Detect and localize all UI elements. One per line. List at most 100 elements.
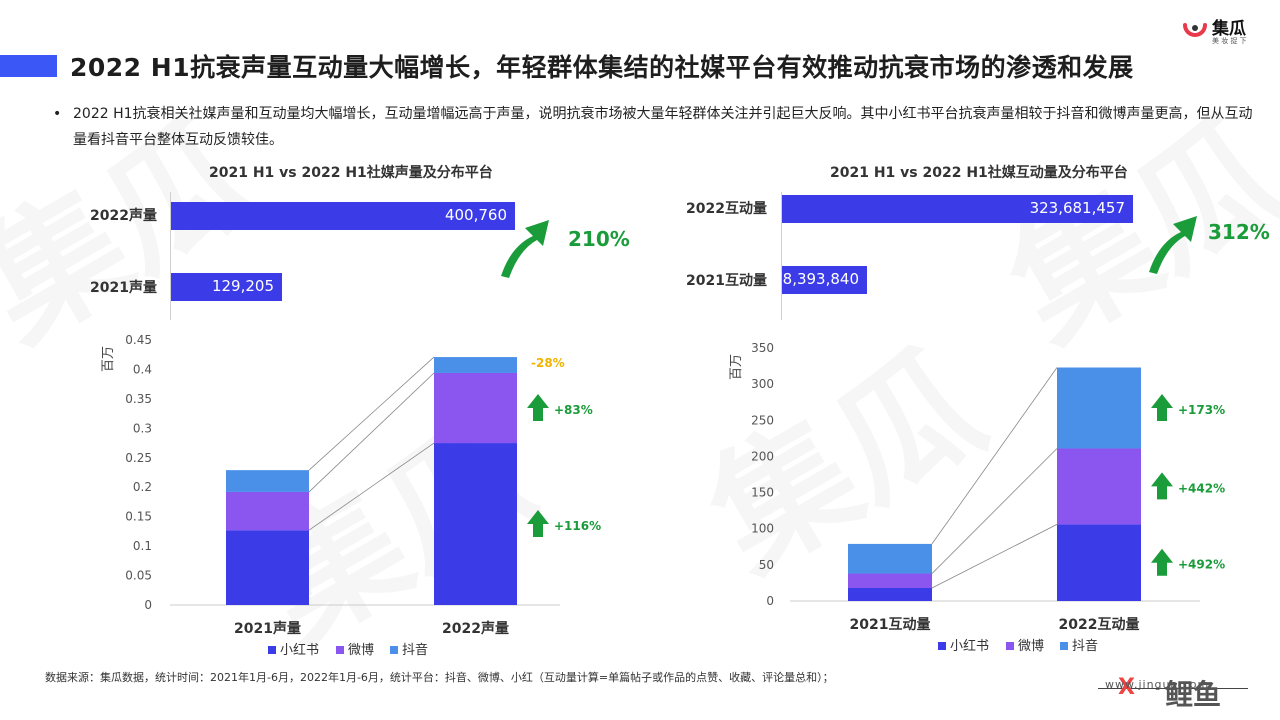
y-tick-label: 0.3 xyxy=(133,421,152,435)
change-label: +492% xyxy=(1178,558,1225,572)
site-logo-x-icon: X xyxy=(1118,675,1135,700)
bar-value: 400,760 xyxy=(444,206,507,224)
bar-segment xyxy=(226,530,309,605)
up-arrow-icon xyxy=(527,394,549,422)
logo-icon xyxy=(1183,23,1207,37)
bar-value: 78,393,840 xyxy=(773,270,859,288)
bar-label-2022: 2022互动量 xyxy=(686,201,767,217)
x-category-label: 2021声量 xyxy=(234,620,301,637)
legend-label: 小红书 xyxy=(950,638,989,654)
legend-label: 抖音 xyxy=(402,642,428,658)
y-tick-label: 0.1 xyxy=(133,539,152,553)
chart-title-volume: 2021 H1 vs 2022 H1社媒声量及分布平台 xyxy=(209,165,493,181)
y-axis-unit: 百万 xyxy=(729,354,744,380)
stacked-chart-volume: 0 0.05 0.1 0.15 0.2 0.25 0.3 0.35 0.4 0.45 百万 2021声… xyxy=(101,333,601,658)
stacked-chart-interaction: 0 50 100 150 200 250 300 350 百万 2021互动量 2022互动量 +49… xyxy=(729,341,1225,654)
bar-segment xyxy=(848,543,932,574)
y-tick-label: 0.4 xyxy=(133,362,152,376)
bar-segment xyxy=(434,372,517,444)
up-arrow-icon xyxy=(527,510,549,538)
change-label: +116% xyxy=(554,519,601,533)
data-source-note: 数据来源：集瓜数据，统计时间：2021年1月-6月，2022年1月-6月，统计平… xyxy=(45,671,834,684)
y-tick-label: 350 xyxy=(751,341,774,355)
connector-line xyxy=(308,372,435,493)
growth-percent: 312% xyxy=(1208,220,1270,244)
bar-label-2021: 2021互动量 xyxy=(686,273,767,289)
up-arrow-icon xyxy=(1151,472,1173,500)
growth-percent: 210% xyxy=(568,227,630,251)
brand-logo: 集瓜 美 妆 捉 下 xyxy=(1182,14,1272,48)
change-label: -28% xyxy=(531,356,565,370)
bar-segment xyxy=(1057,524,1141,601)
bar-2021-volume: 129,205 xyxy=(171,273,282,301)
connector-line xyxy=(308,442,435,531)
x-category-label: 2021互动量 xyxy=(850,616,931,633)
up-arrow-icon xyxy=(1151,548,1173,576)
y-tick-label: 250 xyxy=(751,413,774,427)
bar-segment xyxy=(434,443,517,605)
axis-line xyxy=(170,192,171,320)
legend-swatch xyxy=(1006,642,1014,650)
bar-2021-interaction: 78,393,840 xyxy=(773,266,867,294)
legend-label: 小红书 xyxy=(280,642,319,658)
x-category-label: 2022互动量 xyxy=(1059,616,1140,633)
summary-text: 2022 H1抗衰相关社媒声量和互动量均大幅增长，互动量增幅远高于声量，说明抗衰… xyxy=(73,106,1253,148)
up-arrow-icon xyxy=(1151,393,1173,421)
y-tick-label: 300 xyxy=(751,377,774,391)
change-label: +442% xyxy=(1178,481,1225,495)
axis-line xyxy=(781,192,782,320)
bar-segment xyxy=(434,357,517,373)
y-tick-label: 0 xyxy=(766,594,774,608)
growth-arrow-icon xyxy=(1149,216,1197,274)
legend-label: 微博 xyxy=(348,643,374,658)
connector-line xyxy=(308,356,435,471)
summary-bullet: • 2022 H1抗衰相关社媒声量和互动量均大幅增长，互动量增幅远高于声量，说明… xyxy=(53,101,1263,153)
bar-segment xyxy=(848,573,932,588)
change-label: +83% xyxy=(554,403,593,417)
legend-swatch xyxy=(336,646,344,654)
site-url: www.jingua.com xyxy=(1105,678,1210,691)
chart-title-interaction: 2021 H1 vs 2022 H1社媒互动量及分布平台 xyxy=(830,165,1128,181)
title-accent-bar xyxy=(0,55,57,77)
legend-label: 抖音 xyxy=(1072,638,1098,654)
connector-line xyxy=(931,448,1058,574)
footer-divider xyxy=(1098,688,1248,689)
logo-subtitle: 美 妆 捉 下 xyxy=(1212,37,1247,45)
bar-value: 129,205 xyxy=(211,277,274,295)
connector-line xyxy=(931,367,1058,545)
legend-swatch xyxy=(1060,642,1068,650)
bar-segment xyxy=(1057,448,1141,525)
y-tick-label: 0 xyxy=(144,598,152,612)
legend-label: 微博 xyxy=(1018,639,1044,654)
y-tick-label: 50 xyxy=(759,558,774,572)
legend-swatch xyxy=(390,646,398,654)
bullet-dot: • xyxy=(53,106,62,122)
bar-segment xyxy=(1057,367,1141,449)
y-tick-label: 0.25 xyxy=(125,451,152,465)
bar-segment xyxy=(226,491,309,531)
logo-name: 集瓜 xyxy=(1212,19,1246,39)
page-title: 2022 H1抗衰声量互动量大幅增长，年轻群体集结的社媒平台有效推动抗衰市场的渗… xyxy=(70,53,1134,82)
connector-line xyxy=(931,524,1058,589)
y-tick-label: 0.45 xyxy=(125,333,152,347)
y-tick-label: 0.35 xyxy=(125,392,152,406)
x-category-label: 2022声量 xyxy=(442,620,509,637)
y-tick-label: 0.2 xyxy=(133,480,152,494)
change-label: +173% xyxy=(1178,403,1225,417)
bar-label-2021: 2021声量 xyxy=(90,280,157,296)
legend-swatch xyxy=(268,646,276,654)
growth-arrow-icon xyxy=(501,220,549,278)
y-tick-label: 100 xyxy=(751,522,774,536)
bar-value: 323,681,457 xyxy=(1029,199,1125,217)
y-tick-label: 0.05 xyxy=(125,569,152,583)
bar-segment xyxy=(848,587,932,601)
bar-2022-interaction: 323,681,457 xyxy=(782,195,1133,223)
site-logo: 鲤鱼 xyxy=(1165,678,1222,711)
y-tick-label: 200 xyxy=(751,449,774,463)
bar-segment xyxy=(226,470,309,492)
y-axis-unit: 百万 xyxy=(101,346,116,372)
legend-swatch xyxy=(938,642,946,650)
y-tick-label: 0.15 xyxy=(125,510,152,524)
y-tick-label: 150 xyxy=(751,486,774,500)
bar-2022-volume: 400,760 xyxy=(171,202,515,230)
